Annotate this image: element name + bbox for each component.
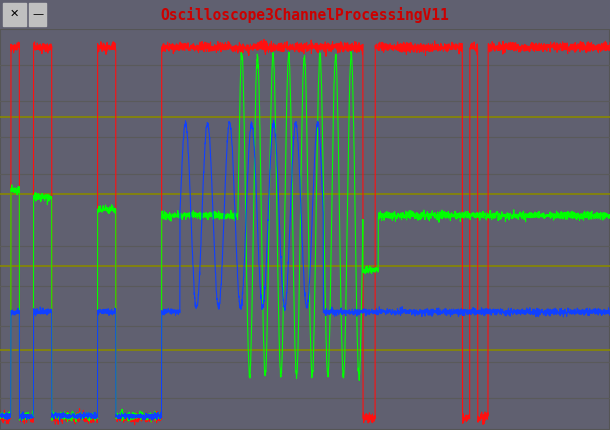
Text: —: —	[32, 9, 43, 19]
Text: ✕: ✕	[10, 9, 20, 19]
Bar	[29, 3, 46, 26]
Bar	[3, 3, 26, 26]
Text: Oscilloscope3ChannelProcessingV11: Oscilloscope3ChannelProcessingV11	[160, 6, 450, 23]
